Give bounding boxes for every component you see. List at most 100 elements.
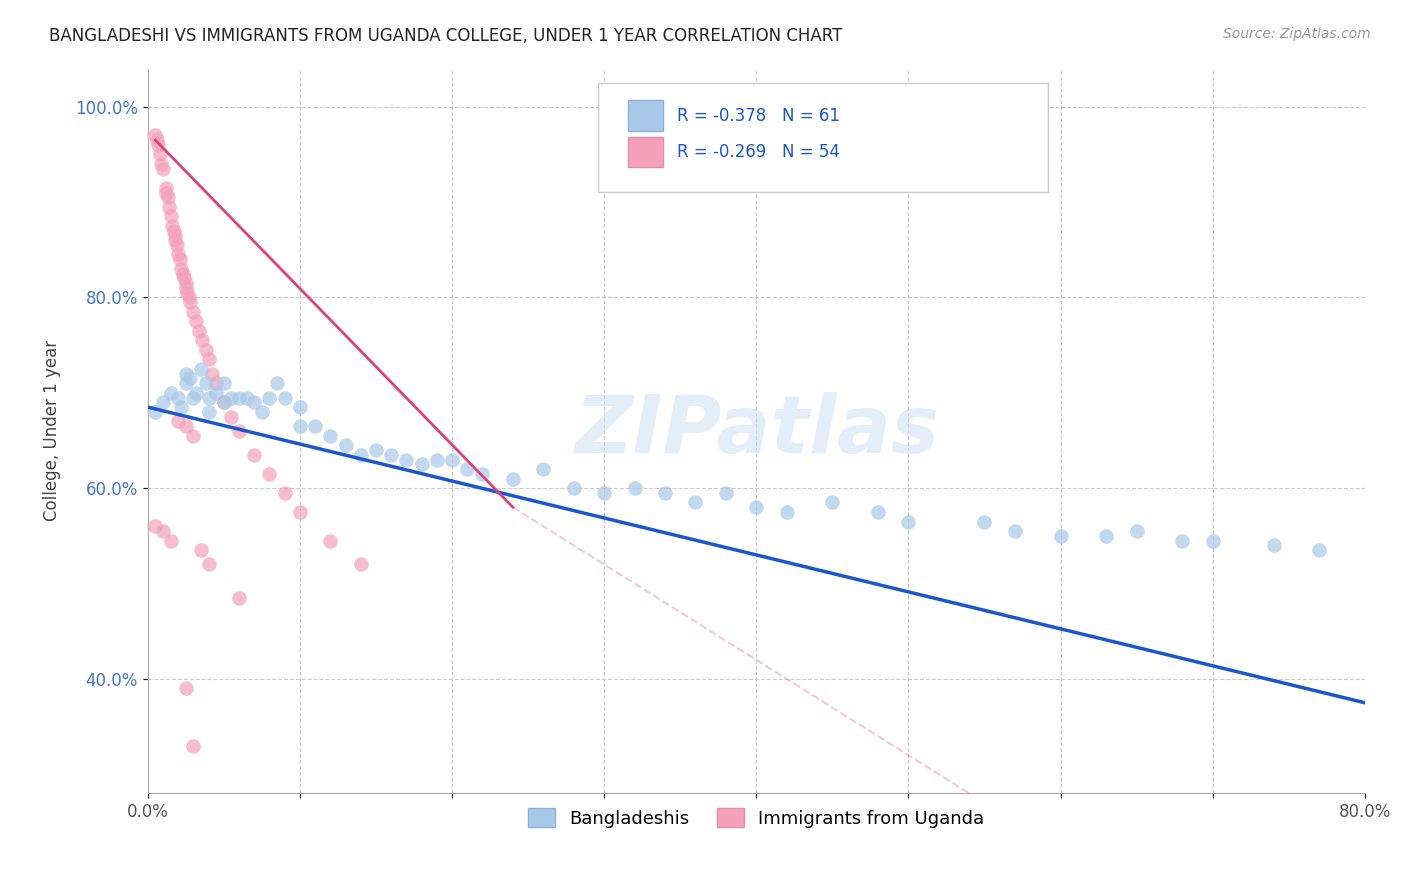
Point bbox=[159, 210, 181, 224]
Point bbox=[395, 452, 418, 467]
Point bbox=[183, 428, 205, 442]
Point bbox=[350, 448, 373, 462]
Point bbox=[143, 405, 166, 419]
Point bbox=[186, 385, 208, 400]
Point bbox=[183, 739, 205, 753]
Point bbox=[183, 304, 205, 318]
Point bbox=[188, 324, 211, 338]
Point bbox=[190, 362, 212, 376]
Point bbox=[197, 405, 219, 419]
Text: R = -0.269   N = 54: R = -0.269 N = 54 bbox=[678, 143, 839, 161]
Point bbox=[593, 486, 616, 500]
Point bbox=[155, 180, 177, 194]
Point bbox=[319, 533, 342, 548]
Point bbox=[212, 376, 235, 391]
Point bbox=[191, 334, 214, 348]
Point bbox=[156, 190, 179, 204]
Point bbox=[288, 400, 311, 414]
Point bbox=[197, 391, 219, 405]
Point bbox=[212, 395, 235, 409]
Point bbox=[228, 424, 250, 438]
Point bbox=[411, 458, 433, 472]
Point bbox=[174, 376, 197, 391]
Point bbox=[143, 519, 166, 533]
Point bbox=[165, 233, 187, 247]
Point bbox=[335, 438, 357, 452]
Point bbox=[186, 314, 208, 328]
Point bbox=[157, 200, 180, 214]
Point bbox=[165, 228, 187, 243]
Point bbox=[177, 290, 200, 304]
Point bbox=[973, 515, 995, 529]
Point bbox=[266, 376, 288, 391]
Point bbox=[1263, 538, 1285, 552]
Point bbox=[150, 157, 173, 171]
Point bbox=[172, 267, 194, 281]
Point bbox=[197, 352, 219, 367]
Point bbox=[183, 391, 205, 405]
Point bbox=[159, 533, 181, 548]
Point bbox=[288, 505, 311, 519]
Point bbox=[205, 376, 228, 391]
Point bbox=[190, 543, 212, 558]
Point bbox=[174, 281, 197, 295]
Point bbox=[152, 524, 174, 538]
Point bbox=[155, 186, 177, 200]
Point bbox=[149, 147, 172, 161]
Point bbox=[174, 419, 197, 434]
Point bbox=[685, 495, 707, 509]
Point bbox=[1004, 524, 1026, 538]
Point bbox=[250, 405, 273, 419]
Point bbox=[502, 472, 524, 486]
Point bbox=[243, 448, 266, 462]
Point bbox=[304, 419, 326, 434]
Point bbox=[174, 681, 197, 696]
Point bbox=[152, 161, 174, 176]
Point bbox=[159, 385, 181, 400]
Point bbox=[194, 376, 217, 391]
Point bbox=[194, 343, 217, 357]
Point bbox=[167, 247, 190, 261]
Point bbox=[173, 271, 195, 285]
Point bbox=[440, 452, 463, 467]
Point bbox=[562, 481, 585, 495]
Point bbox=[259, 467, 281, 481]
Point bbox=[623, 481, 645, 495]
Point bbox=[146, 133, 169, 147]
Point bbox=[471, 467, 494, 481]
Point bbox=[319, 428, 342, 442]
Point bbox=[179, 295, 201, 310]
Point bbox=[897, 515, 920, 529]
Point bbox=[221, 391, 243, 405]
Point bbox=[174, 276, 197, 290]
Point bbox=[143, 128, 166, 143]
Point bbox=[170, 400, 193, 414]
Point bbox=[364, 442, 387, 457]
Point bbox=[148, 137, 170, 152]
Point bbox=[169, 252, 191, 267]
Text: ZIPatlas: ZIPatlas bbox=[574, 392, 939, 470]
Point bbox=[350, 558, 373, 572]
Point bbox=[228, 591, 250, 605]
Point bbox=[176, 285, 198, 300]
Point bbox=[273, 391, 295, 405]
Point bbox=[1125, 524, 1147, 538]
Point bbox=[1049, 529, 1071, 543]
FancyBboxPatch shape bbox=[628, 101, 662, 131]
Point bbox=[821, 495, 844, 509]
Point bbox=[456, 462, 478, 476]
Y-axis label: College, Under 1 year: College, Under 1 year bbox=[44, 341, 60, 522]
Point bbox=[162, 224, 184, 238]
Point bbox=[179, 371, 201, 385]
FancyBboxPatch shape bbox=[598, 83, 1049, 192]
Legend: Bangladeshis, Immigrants from Uganda: Bangladeshis, Immigrants from Uganda bbox=[520, 801, 991, 835]
Point bbox=[174, 367, 197, 381]
Point bbox=[201, 367, 224, 381]
Point bbox=[1095, 529, 1118, 543]
Point bbox=[212, 395, 235, 409]
FancyBboxPatch shape bbox=[628, 136, 662, 167]
Point bbox=[205, 385, 228, 400]
Point bbox=[160, 219, 183, 233]
Point bbox=[1171, 533, 1194, 548]
Point bbox=[714, 486, 737, 500]
